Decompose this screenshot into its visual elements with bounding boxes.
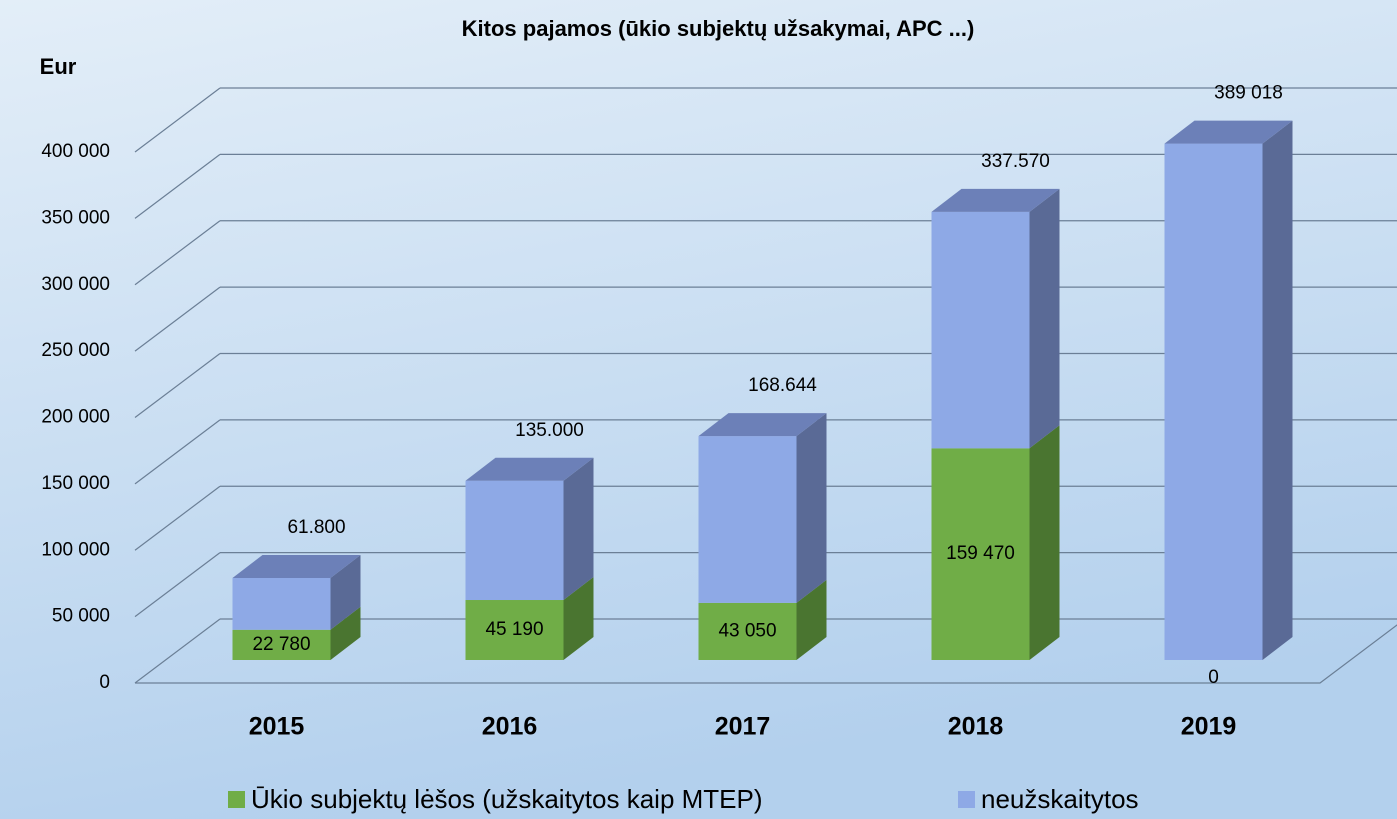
y-tick-label: 250 000 (41, 340, 110, 361)
grid-diagonal (134, 153, 221, 219)
total-label: 337.570 (981, 151, 1050, 172)
x-tick-label: 2019 (1181, 713, 1237, 741)
grid-diagonal (134, 286, 221, 352)
bar-side (1029, 188, 1060, 449)
bar-side (796, 579, 827, 660)
data-label: 22 780 (252, 634, 310, 655)
bar-side (330, 606, 361, 660)
y-tick-label: 200 000 (41, 407, 110, 428)
bar-side (563, 577, 594, 660)
grid-diagonal (134, 552, 221, 618)
grid-diagonal (134, 618, 221, 684)
bar-side (1262, 120, 1293, 660)
bar-top (931, 188, 1060, 212)
x-tick-label: 2017 (715, 713, 771, 741)
y-tick-label: 400 000 (41, 141, 110, 162)
bar-side (330, 554, 361, 630)
bar-top (698, 413, 827, 437)
data-label: 0 (1208, 667, 1219, 688)
bar-side (563, 457, 594, 601)
y-axis-label: Eur (40, 54, 77, 79)
x-tick-label: 2015 (249, 713, 305, 741)
bar-side (1029, 425, 1060, 660)
total-label: 168.644 (748, 375, 817, 396)
bar-front (465, 600, 564, 660)
grid-diagonal (134, 87, 221, 153)
y-tick-label: 300 000 (41, 274, 110, 295)
total-label: 389 018 (1214, 83, 1283, 104)
data-label: 43 050 (718, 620, 776, 641)
bar-front (931, 211, 1030, 449)
x-tick-label: 2018 (948, 713, 1004, 741)
bar-front (698, 436, 797, 603)
bar-top (465, 457, 594, 481)
y-tick-label: 50 000 (52, 606, 110, 627)
total-label: 135.000 (515, 420, 584, 441)
floor-edge (135, 624, 1397, 684)
data-label: 45 190 (485, 619, 543, 640)
y-tick-label: 0 (99, 672, 110, 693)
chart-title: Kitos pajamos (ūkio subjektų užsakymai, … (462, 16, 975, 41)
legend-swatch (228, 791, 245, 808)
bar-front (232, 577, 331, 630)
bar-front (698, 602, 797, 660)
grid-diagonal (134, 485, 221, 551)
grid-diagonal (134, 220, 221, 286)
bar-front (232, 629, 331, 660)
bar-front (931, 448, 1030, 660)
legend-label: neužskaitytos (981, 784, 1139, 814)
x-tick-label: 2016 (482, 713, 538, 741)
y-tick-label: 150 000 (41, 473, 110, 494)
y-tick-label: 350 000 (41, 207, 110, 228)
bar-front (465, 480, 564, 601)
bar-top (1164, 120, 1293, 144)
grid-diagonal (134, 419, 221, 485)
total-label: 61.800 (287, 517, 345, 538)
bar-top (232, 554, 361, 578)
y-tick-label: 100 000 (41, 539, 110, 560)
legend-swatch (958, 791, 975, 808)
bar-front (1164, 143, 1263, 660)
grid-diagonal (134, 353, 221, 418)
bar-side (796, 413, 827, 603)
legend-label: Ūkio subjektų lėšos (užskaitytos kaip MT… (251, 784, 763, 814)
data-label: 159 470 (946, 543, 1015, 564)
